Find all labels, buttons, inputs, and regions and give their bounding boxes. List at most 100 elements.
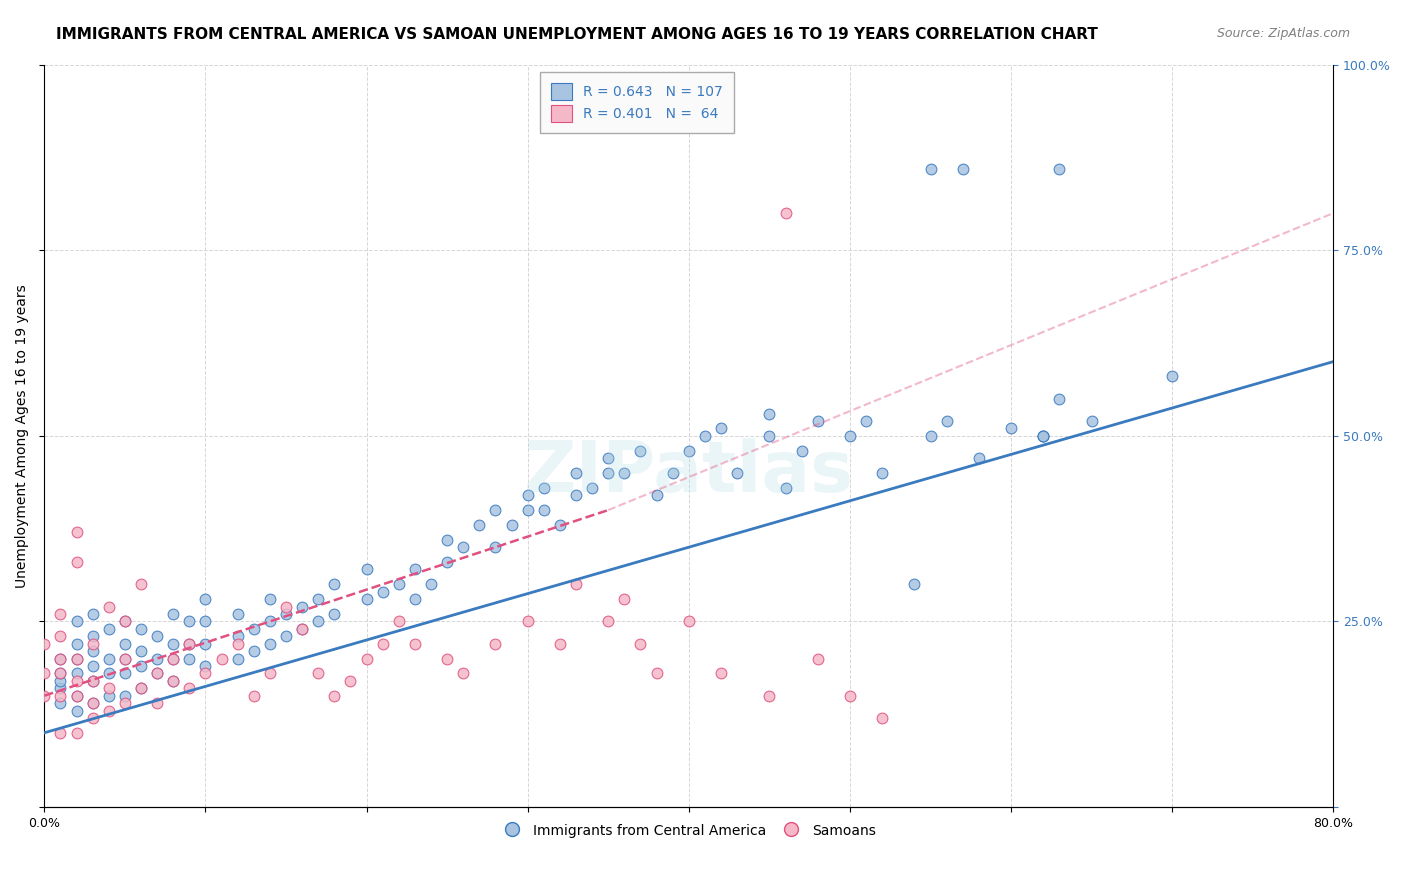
Point bbox=[82, 629, 104, 643]
Point bbox=[114, 651, 136, 665]
Y-axis label: Unemployment Among Ages 16 to 19 years: Unemployment Among Ages 16 to 19 years bbox=[15, 284, 30, 588]
Point bbox=[162, 673, 184, 688]
Point bbox=[404, 562, 426, 576]
Point bbox=[32, 689, 55, 703]
Point bbox=[65, 637, 87, 651]
Point bbox=[758, 689, 780, 703]
Point bbox=[678, 615, 700, 629]
Point bbox=[97, 651, 120, 665]
Point bbox=[65, 525, 87, 540]
Point bbox=[97, 681, 120, 696]
Point bbox=[49, 651, 72, 665]
Point bbox=[807, 651, 830, 665]
Point bbox=[97, 704, 120, 718]
Point bbox=[259, 666, 281, 681]
Point bbox=[49, 651, 72, 665]
Point bbox=[114, 615, 136, 629]
Point bbox=[274, 629, 297, 643]
Point bbox=[565, 577, 588, 591]
Point bbox=[65, 689, 87, 703]
Point bbox=[1049, 392, 1071, 406]
Point bbox=[630, 443, 652, 458]
Point bbox=[952, 161, 974, 176]
Point bbox=[194, 637, 217, 651]
Point bbox=[146, 666, 169, 681]
Point bbox=[146, 651, 169, 665]
Point bbox=[129, 659, 152, 673]
Point bbox=[226, 629, 249, 643]
Point bbox=[404, 637, 426, 651]
Point bbox=[548, 637, 571, 651]
Point bbox=[307, 592, 329, 607]
Point bbox=[291, 622, 314, 636]
Point bbox=[97, 622, 120, 636]
Point bbox=[870, 711, 893, 725]
Point bbox=[451, 540, 474, 554]
Point bbox=[920, 161, 942, 176]
Point bbox=[516, 615, 538, 629]
Point bbox=[194, 666, 217, 681]
Point bbox=[565, 466, 588, 480]
Point bbox=[516, 488, 538, 502]
Point bbox=[388, 577, 411, 591]
Point bbox=[82, 644, 104, 658]
Point bbox=[32, 666, 55, 681]
Point bbox=[307, 666, 329, 681]
Point bbox=[920, 429, 942, 443]
Point bbox=[114, 651, 136, 665]
Point bbox=[613, 466, 636, 480]
Point bbox=[194, 592, 217, 607]
Point bbox=[194, 659, 217, 673]
Point bbox=[162, 637, 184, 651]
Point bbox=[451, 666, 474, 681]
Point bbox=[179, 681, 201, 696]
Point bbox=[678, 443, 700, 458]
Point bbox=[339, 673, 361, 688]
Point bbox=[146, 666, 169, 681]
Point bbox=[420, 577, 443, 591]
Point bbox=[725, 466, 748, 480]
Point bbox=[404, 592, 426, 607]
Point bbox=[371, 584, 394, 599]
Point bbox=[162, 651, 184, 665]
Text: ZIPatlas: ZIPatlas bbox=[524, 439, 853, 508]
Point bbox=[356, 562, 378, 576]
Point bbox=[242, 644, 264, 658]
Point bbox=[259, 615, 281, 629]
Point bbox=[65, 615, 87, 629]
Point bbox=[129, 577, 152, 591]
Point bbox=[291, 622, 314, 636]
Point bbox=[630, 637, 652, 651]
Point bbox=[967, 451, 990, 466]
Point bbox=[49, 629, 72, 643]
Point bbox=[49, 681, 72, 696]
Point bbox=[146, 696, 169, 710]
Point bbox=[129, 622, 152, 636]
Point bbox=[307, 615, 329, 629]
Point bbox=[323, 577, 346, 591]
Point bbox=[65, 651, 87, 665]
Point bbox=[49, 607, 72, 621]
Point bbox=[82, 659, 104, 673]
Point bbox=[162, 673, 184, 688]
Point bbox=[598, 615, 620, 629]
Text: IMMIGRANTS FROM CENTRAL AMERICA VS SAMOAN UNEMPLOYMENT AMONG AGES 16 TO 19 YEARS: IMMIGRANTS FROM CENTRAL AMERICA VS SAMOA… bbox=[56, 27, 1098, 42]
Point bbox=[114, 615, 136, 629]
Point bbox=[65, 726, 87, 740]
Point bbox=[49, 696, 72, 710]
Point bbox=[581, 481, 603, 495]
Point bbox=[935, 414, 957, 428]
Point bbox=[211, 651, 233, 665]
Point bbox=[1032, 429, 1054, 443]
Point bbox=[516, 503, 538, 517]
Point bbox=[114, 689, 136, 703]
Point bbox=[1080, 414, 1102, 428]
Point bbox=[259, 592, 281, 607]
Point bbox=[775, 481, 797, 495]
Point bbox=[274, 599, 297, 614]
Point bbox=[484, 540, 506, 554]
Point bbox=[162, 607, 184, 621]
Point bbox=[710, 421, 733, 435]
Point bbox=[259, 637, 281, 651]
Point bbox=[468, 517, 491, 532]
